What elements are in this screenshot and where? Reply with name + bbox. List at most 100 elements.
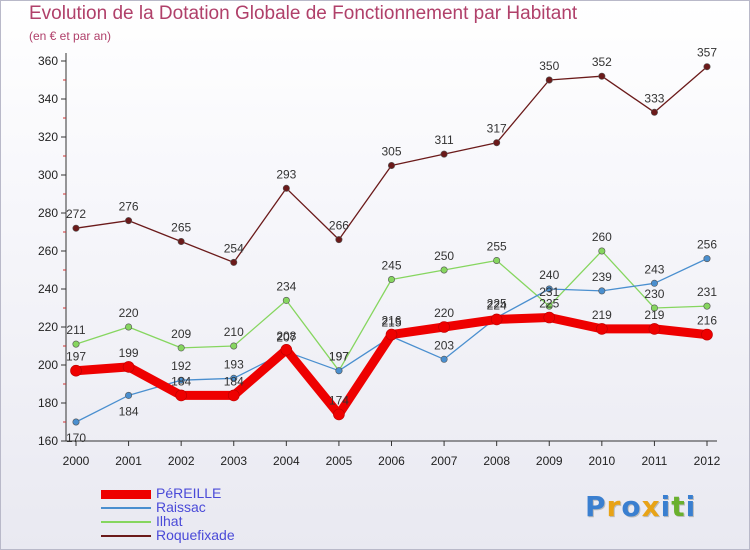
- data-label: 208: [276, 329, 296, 343]
- data-label: 215: [381, 316, 401, 330]
- data-point: [175, 389, 187, 402]
- data-point: [125, 323, 133, 331]
- data-point: [493, 139, 501, 147]
- data-point: [122, 361, 135, 373]
- data-label: 311: [435, 133, 454, 147]
- data-point: [650, 108, 658, 116]
- data-point: [335, 236, 343, 244]
- data-label: 184: [171, 374, 191, 388]
- data-point: [72, 340, 80, 348]
- data-point: [125, 391, 133, 399]
- y-tick-label: 160: [38, 434, 58, 448]
- data-label: 245: [381, 259, 401, 273]
- y-tick-label: 180: [38, 396, 58, 410]
- legend-swatch: [101, 535, 151, 537]
- data-point: [70, 364, 82, 377]
- data-label: 230: [644, 287, 664, 301]
- x-tick-label: 2000: [63, 454, 90, 468]
- x-tick-label: 2006: [378, 454, 405, 468]
- data-point: [72, 418, 80, 426]
- data-label: 184: [224, 374, 244, 388]
- chart-title: Evolution de la Dotation Globale de Fonc…: [29, 3, 578, 24]
- data-point: [230, 374, 238, 382]
- data-point: [703, 302, 711, 310]
- data-point: [598, 72, 606, 80]
- data-label: 234: [276, 279, 296, 293]
- data-point: [335, 367, 343, 375]
- data-point: [490, 313, 503, 326]
- x-tick-label: 2002: [168, 454, 195, 468]
- data-label: 209: [171, 327, 191, 341]
- logo-letter: o: [621, 490, 642, 523]
- data-label: 266: [329, 219, 349, 233]
- data-label: 231: [539, 285, 559, 299]
- data-label: 174: [329, 393, 349, 407]
- logo-letter: x: [641, 490, 661, 523]
- data-label: 254: [224, 241, 244, 255]
- proxiti-logo: Proxiti: [585, 490, 696, 523]
- data-point: [545, 76, 553, 84]
- data-label: 192: [171, 359, 191, 373]
- legend-label: Roquefixade: [156, 527, 235, 543]
- data-label: 216: [381, 314, 401, 328]
- data-point: [177, 376, 185, 384]
- x-tick-label: 2008: [483, 454, 510, 468]
- x-tick-label: 2010: [588, 454, 615, 468]
- data-label: 219: [592, 308, 612, 322]
- data-label: 240: [539, 268, 559, 282]
- data-point: [545, 302, 553, 310]
- logo-letter: P: [585, 490, 607, 523]
- data-label: 197: [329, 350, 349, 364]
- data-label: 250: [434, 249, 454, 263]
- legend-swatch: [101, 507, 151, 509]
- data-point: [596, 323, 608, 335]
- x-tick-label: 2012: [694, 454, 721, 468]
- logo-letter: i: [660, 490, 672, 523]
- data-point: [282, 296, 290, 304]
- data-labels: 272 276 265 254 293 266 305 311 317 350 352 333 357 2…: [66, 46, 717, 445]
- data-point: [125, 217, 133, 225]
- data-point: [440, 150, 448, 158]
- data-label: 197: [329, 350, 349, 364]
- data-point: [438, 321, 450, 333]
- data-point: [543, 311, 556, 324]
- data-label: 243: [644, 262, 664, 276]
- y-tick-label: 240: [38, 282, 58, 296]
- y-tick-label: 360: [38, 54, 58, 68]
- data-point: [230, 342, 238, 350]
- data-point: [650, 279, 658, 287]
- data-point: [598, 287, 606, 295]
- data-label: 293: [276, 167, 296, 181]
- data-point: [333, 408, 345, 421]
- data-label: 203: [434, 338, 454, 352]
- legend-swatch: [101, 489, 151, 499]
- data-point: [177, 344, 185, 352]
- y-tick-label: 340: [38, 92, 58, 106]
- x-tick-label: 2004: [273, 454, 300, 468]
- data-point: [385, 328, 398, 341]
- y-tick-label: 320: [38, 130, 58, 144]
- logo-letter: r: [606, 490, 622, 523]
- data-label: 220: [119, 306, 139, 320]
- data-label: 357: [697, 46, 717, 60]
- data-label: 265: [171, 221, 191, 235]
- data-label: 272: [66, 207, 86, 221]
- series-points: [70, 63, 713, 426]
- data-label: 197: [66, 350, 86, 364]
- data-label: 225: [487, 297, 507, 311]
- data-point: [72, 224, 80, 232]
- data-point: [648, 323, 661, 335]
- x-tick-label: 2005: [326, 454, 353, 468]
- data-label: 224: [487, 298, 507, 312]
- data-label: 260: [592, 230, 612, 244]
- y-tick-label: 200: [38, 358, 58, 372]
- data-point: [227, 389, 240, 402]
- data-point: [650, 304, 658, 312]
- data-point: [440, 355, 448, 363]
- logo-letter: t: [671, 490, 686, 523]
- data-label: 170: [66, 431, 86, 445]
- data-point: [230, 258, 238, 266]
- legend-label: PéREILLE: [156, 485, 222, 501]
